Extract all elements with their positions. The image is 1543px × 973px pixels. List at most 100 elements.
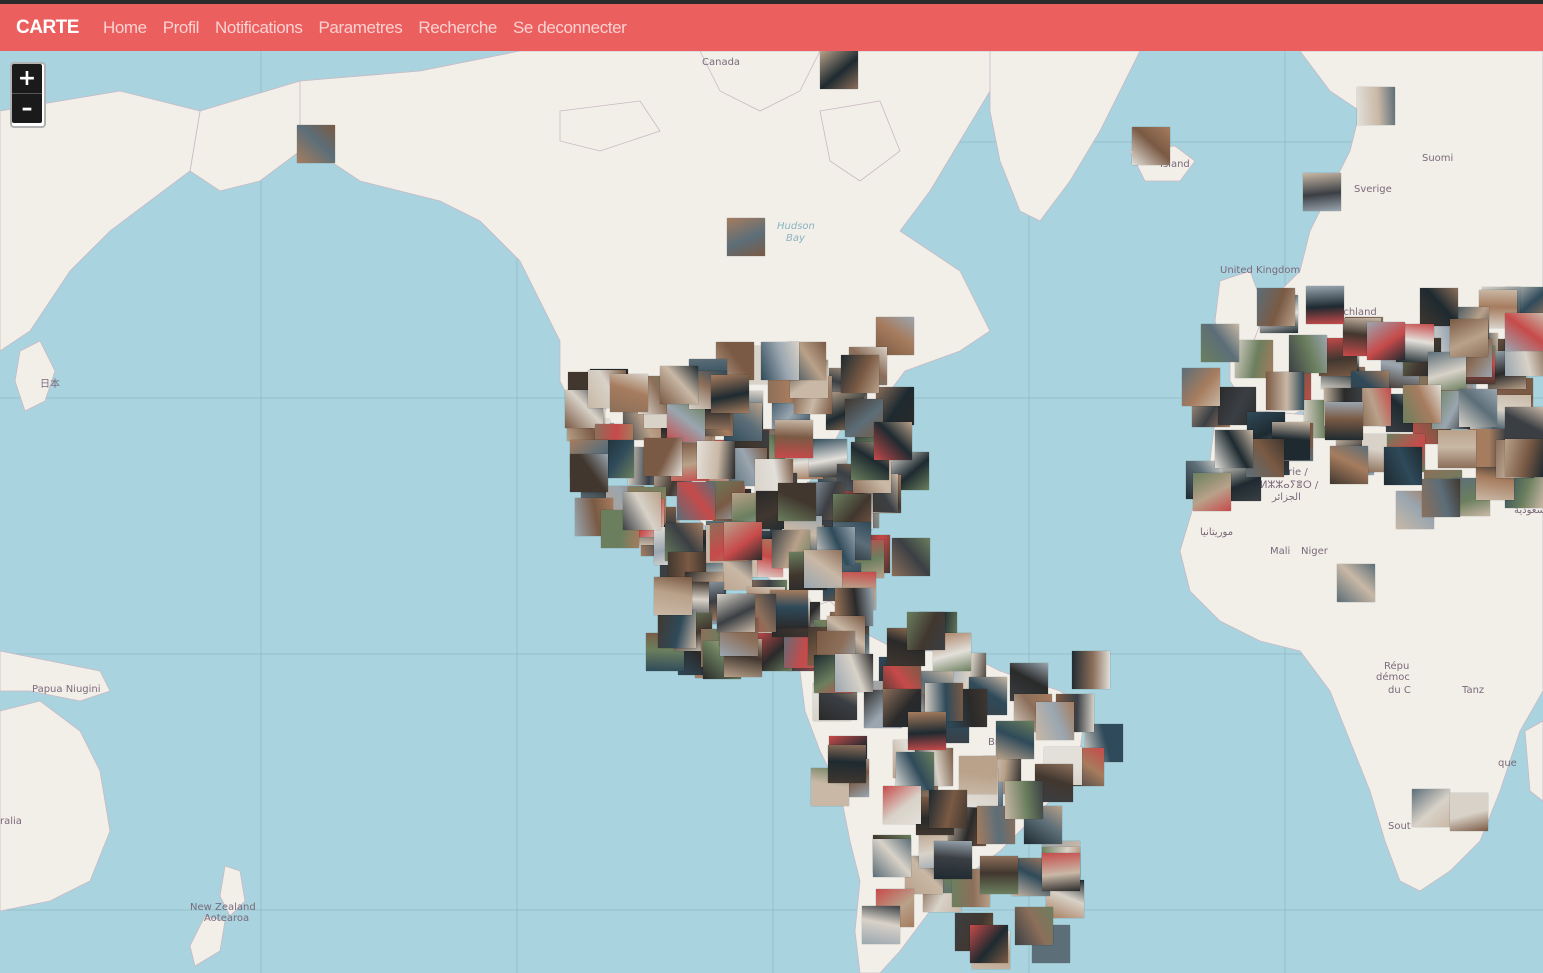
photo-marker[interactable] — [1182, 368, 1220, 406]
photo-marker[interactable] — [610, 374, 648, 412]
photo-marker[interactable] — [1266, 372, 1304, 410]
photo-marker[interactable] — [1422, 479, 1460, 517]
photo-marker[interactable] — [1428, 352, 1466, 390]
map-label: Aotearoa — [204, 913, 250, 924]
photo-marker[interactable] — [1357, 87, 1395, 125]
photo-marker[interactable] — [727, 218, 765, 256]
zoom-in-button[interactable]: + — [12, 64, 42, 94]
photo-marker[interactable] — [1403, 385, 1441, 423]
photo-marker[interactable] — [775, 420, 813, 458]
map-label: ralia — [0, 816, 22, 827]
map-label: Papua Niugini — [32, 684, 101, 695]
photo-marker[interactable] — [1072, 651, 1110, 689]
map-label: Niger — [1301, 546, 1328, 557]
photo-marker[interactable] — [841, 355, 879, 393]
map-label: Tanz — [1462, 685, 1485, 696]
zoom-out-button[interactable]: – — [12, 94, 42, 123]
photo-marker[interactable] — [770, 590, 808, 628]
photo-marker[interactable] — [907, 612, 945, 650]
nav-notifications[interactable]: Notifications — [215, 17, 303, 37]
photo-marker[interactable] — [1257, 288, 1295, 326]
map-label: que — [1498, 758, 1517, 769]
photo-marker[interactable] — [908, 712, 946, 750]
photo-marker[interactable] — [874, 422, 912, 460]
photo-marker[interactable] — [724, 522, 762, 560]
photo-marker[interactable] — [1450, 319, 1488, 357]
photo-marker[interactable] — [1505, 313, 1543, 351]
nav-profil[interactable]: Profil — [162, 17, 200, 37]
nav-parametres[interactable]: Parametres — [318, 17, 403, 37]
photo-marker[interactable] — [623, 492, 661, 530]
photo-marker[interactable] — [1306, 286, 1344, 324]
photo-marker[interactable] — [929, 790, 967, 828]
photo-marker[interactable] — [1330, 446, 1368, 484]
map-label: Ísland — [1160, 159, 1190, 170]
world-map[interactable]: Canada Hudson Bay Ísland Suomi Sverige United … — [0, 51, 1543, 973]
photo-marker[interactable] — [1459, 389, 1497, 427]
nav-recherche[interactable]: Recherche — [418, 17, 497, 37]
photo-marker[interactable] — [1215, 430, 1253, 468]
map-label: 日本 — [40, 379, 60, 390]
map-label: démoc — [1376, 672, 1410, 683]
map-label: Mali — [1270, 546, 1291, 557]
photo-marker[interactable] — [970, 925, 1008, 963]
photo-marker[interactable] — [980, 856, 1018, 894]
photo-marker[interactable] — [570, 454, 608, 492]
photo-marker[interactable] — [297, 125, 335, 163]
photo-marker[interactable] — [644, 438, 682, 476]
map-label: Répu — [1384, 661, 1410, 672]
photo-marker[interactable] — [959, 756, 997, 794]
photo-marker[interactable] — [1042, 853, 1080, 891]
photo-marker[interactable] — [873, 839, 911, 877]
photo-marker[interactable] — [1289, 335, 1327, 373]
photo-marker[interactable] — [1201, 324, 1239, 362]
photo-marker[interactable] — [1036, 702, 1074, 740]
photo-marker[interactable] — [1193, 473, 1231, 511]
brand-logo[interactable]: CARTE — [16, 16, 79, 38]
photo-marker[interactable] — [1505, 407, 1543, 445]
photo-marker[interactable] — [835, 654, 873, 692]
photo-marker[interactable] — [711, 375, 749, 413]
photo-marker[interactable] — [660, 366, 698, 404]
photo-marker[interactable] — [778, 483, 816, 521]
photo-marker[interactable] — [1015, 907, 1053, 945]
map-label: Sout — [1388, 821, 1411, 832]
nav-se-deconnecter[interactable]: Se deconnecter — [512, 17, 627, 37]
map-label: Hudson — [777, 221, 815, 232]
photo-marker[interactable] — [1438, 430, 1476, 468]
photo-marker[interactable] — [883, 786, 921, 824]
photo-marker[interactable] — [1303, 173, 1341, 211]
photo-marker[interactable] — [1235, 340, 1273, 378]
photo-marker[interactable] — [761, 342, 799, 380]
photo-marker[interactable] — [896, 752, 934, 790]
zoom-control: + – — [10, 62, 46, 128]
photo-marker[interactable] — [697, 441, 735, 479]
map-label: السعودية — [1514, 505, 1543, 516]
photo-marker[interactable] — [667, 404, 705, 442]
photo-marker[interactable] — [1505, 439, 1543, 477]
map-label: الجزائر — [1272, 492, 1301, 503]
photo-marker[interactable] — [996, 721, 1034, 759]
photo-marker[interactable] — [1450, 793, 1488, 831]
photo-marker[interactable] — [1412, 789, 1450, 827]
photo-marker[interactable] — [1325, 402, 1363, 440]
photo-marker[interactable] — [934, 841, 972, 879]
nav-home[interactable]: Home — [102, 17, 147, 37]
photo-marker[interactable] — [717, 594, 755, 632]
photo-marker[interactable] — [654, 577, 692, 615]
photo-marker[interactable] — [892, 538, 930, 576]
photo-marker[interactable] — [1384, 447, 1422, 485]
map-label: Deutschland — [1314, 307, 1377, 318]
photo-marker[interactable] — [1005, 781, 1043, 819]
photo-marker[interactable] — [862, 906, 900, 944]
photo-marker[interactable] — [1337, 564, 1375, 602]
photo-marker[interactable] — [677, 482, 715, 520]
map-label: New Zealand — [190, 902, 256, 913]
photo-marker[interactable] — [804, 550, 842, 588]
photo-marker[interactable] — [828, 745, 866, 783]
photo-marker[interactable] — [820, 51, 858, 89]
photo-marker[interactable] — [1367, 322, 1405, 360]
photo-marker[interactable] — [1132, 127, 1170, 165]
photo-marker[interactable] — [658, 610, 696, 648]
navbar: CARTE Home Profil Notifications Parametr… — [0, 4, 1543, 51]
